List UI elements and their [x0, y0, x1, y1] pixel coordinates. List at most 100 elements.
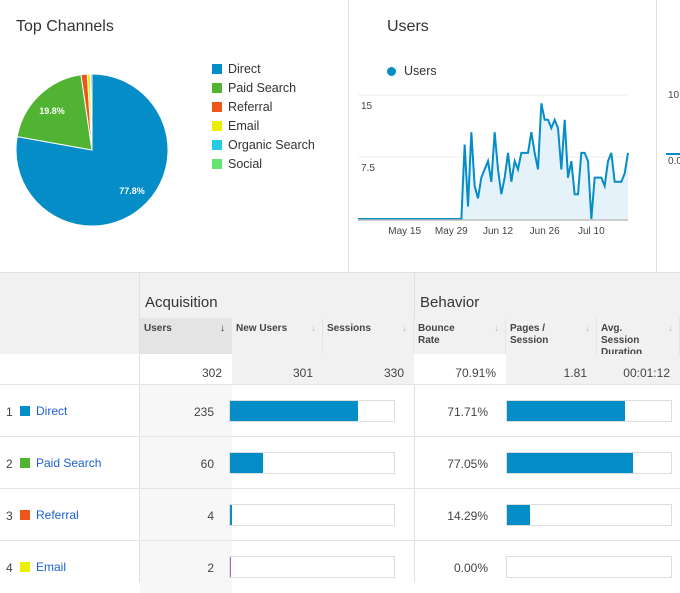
legend-label: Direct — [228, 61, 261, 76]
row-rank: 4 — [6, 561, 13, 575]
total-value: 70.91% — [414, 354, 506, 384]
table-row: 2 Paid Search 60 77.05% — [0, 436, 680, 489]
legend-label: Referral — [228, 99, 273, 114]
pie-legend: Direct Paid Search Referral Email Organic Se… — [212, 59, 315, 173]
sort-arrow-icon[interactable]: ↓ — [311, 323, 316, 334]
legend-item[interactable]: Email — [212, 116, 315, 135]
users-value: 60 — [140, 437, 232, 489]
y-tick-label: 15 — [361, 101, 373, 112]
pie-label-direct: 77.8% — [119, 186, 145, 196]
table-row: 1 Direct 235 71.71% — [0, 384, 680, 437]
sort-arrow-icon[interactable]: ↓ — [402, 323, 407, 334]
column-header[interactable]: Sessions ↓ — [323, 318, 414, 354]
channel-link[interactable]: Direct — [36, 404, 68, 418]
legend-label: Social — [228, 156, 263, 171]
legend-swatch-icon — [212, 63, 222, 74]
sort-arrow-icon[interactable]: ↓ — [220, 323, 225, 334]
table-row: 4 Email 2 0.00% — [0, 540, 680, 593]
channel-color-icon — [20, 406, 30, 416]
pie-slice-direct[interactable] — [15, 73, 169, 227]
channel-link[interactable]: Paid Search — [36, 456, 102, 470]
bounce-rate-bar — [506, 504, 672, 526]
row-rank: 3 — [6, 509, 13, 523]
channel-link[interactable]: Referral — [36, 508, 79, 522]
column-header-label: Sessions — [327, 323, 371, 334]
total-value: 301 — [232, 354, 323, 384]
pie-chart: 77.8% 19.8% — [15, 73, 169, 227]
x-tick-label: Jun 12 — [483, 226, 513, 237]
bounce-rate-value: 0.00% — [453, 561, 488, 575]
bounce-rate-bar — [506, 556, 672, 578]
users-bar — [229, 452, 395, 474]
bounce-rate-value: 77.05% — [447, 457, 488, 471]
pie-slice-paid-search[interactable] — [16, 74, 93, 151]
legend-item[interactable]: Referral — [212, 97, 315, 116]
legend-item[interactable]: Paid Search — [212, 78, 315, 97]
total-value: 1.81 — [506, 354, 597, 384]
users-bar — [229, 556, 395, 578]
channel-color-icon — [20, 510, 30, 520]
total-value: 330 — [323, 354, 414, 384]
channel-color-icon — [20, 562, 30, 572]
column-header-label: Avg. Session Duration — [601, 323, 643, 358]
users-bar — [229, 400, 395, 422]
bounce-rate-bar — [506, 452, 672, 474]
users-line-chart: 15 7.5 May 15 May 29 Jun 12 Jun 26 Jul 10 — [358, 94, 629, 237]
users-value: 235 — [140, 385, 232, 437]
legend-item[interactable]: Organic Search — [212, 135, 315, 154]
column-header[interactable]: Pages / Session ↓ — [506, 318, 597, 354]
group-acquisition: Acquisition — [145, 294, 218, 311]
row-rank: 1 — [6, 405, 13, 419]
column-header-label: Users — [144, 323, 172, 334]
pie-label-paid: 19.8% — [39, 106, 65, 116]
x-tick-label: May 29 — [435, 226, 468, 237]
third-panel-line — [666, 153, 680, 155]
x-tick-label: Jun 26 — [530, 226, 560, 237]
legend-item[interactable]: Direct — [212, 59, 315, 78]
column-header-label: Pages / Session — [510, 323, 549, 346]
users-legend-label: Users — [404, 64, 437, 78]
sort-arrow-icon[interactable]: ↓ — [668, 323, 673, 334]
column-header[interactable]: Users ↓ — [140, 318, 232, 354]
x-tick-label: May 15 — [388, 226, 421, 237]
row-rank: 2 — [6, 457, 13, 471]
y-tick-label: 7.5 — [361, 163, 375, 174]
channel-color-icon — [20, 458, 30, 468]
users-line — [358, 103, 629, 220]
legend-swatch-icon — [212, 139, 222, 150]
x-tick-label: Jul 10 — [578, 226, 605, 237]
legend-item[interactable]: Social — [212, 154, 315, 173]
column-header[interactable]: Avg. Session Duration ↓ — [597, 318, 680, 358]
column-header-label: Bounce Rate — [418, 323, 455, 346]
column-header-label: New Users — [236, 323, 288, 334]
pie-slice-organic-search[interactable] — [89, 73, 93, 151]
legend-label: Paid Search — [228, 80, 297, 95]
users-legend: Users — [387, 64, 437, 78]
users-bar — [229, 504, 395, 526]
bounce-rate-value: 14.29% — [447, 509, 488, 523]
users-title: Users — [387, 18, 429, 35]
legend-label: Email — [228, 118, 260, 133]
legend-swatch-icon — [212, 120, 222, 131]
users-value: 2 — [140, 541, 232, 593]
sort-arrow-icon[interactable]: ↓ — [585, 323, 590, 334]
users-value: 4 — [140, 489, 232, 541]
column-header[interactable]: Bounce Rate ↓ — [414, 318, 506, 354]
channel-link[interactable]: Email — [36, 560, 67, 574]
total-value: 00:01:12 — [597, 354, 680, 384]
bounce-rate-bar — [506, 400, 672, 422]
table-row: 3 Referral 4 14.29% — [0, 488, 680, 541]
legend-dot-icon — [387, 66, 396, 76]
sort-arrow-icon[interactable]: ↓ — [494, 323, 499, 334]
group-behavior: Behavior — [420, 294, 480, 311]
legend-swatch-icon — [212, 158, 222, 169]
top-channels-title: Top Channels — [16, 18, 114, 35]
third-panel-ytick: 10 — [668, 90, 680, 101]
legend-swatch-icon — [212, 101, 222, 112]
total-value: 302 — [140, 354, 232, 384]
legend-label: Organic Search — [228, 137, 315, 152]
bounce-rate-value: 71.71% — [447, 405, 488, 419]
legend-swatch-icon — [212, 82, 222, 93]
third-panel-ytick: 0.0 — [668, 156, 680, 167]
column-header[interactable]: New Users ↓ — [232, 318, 323, 354]
